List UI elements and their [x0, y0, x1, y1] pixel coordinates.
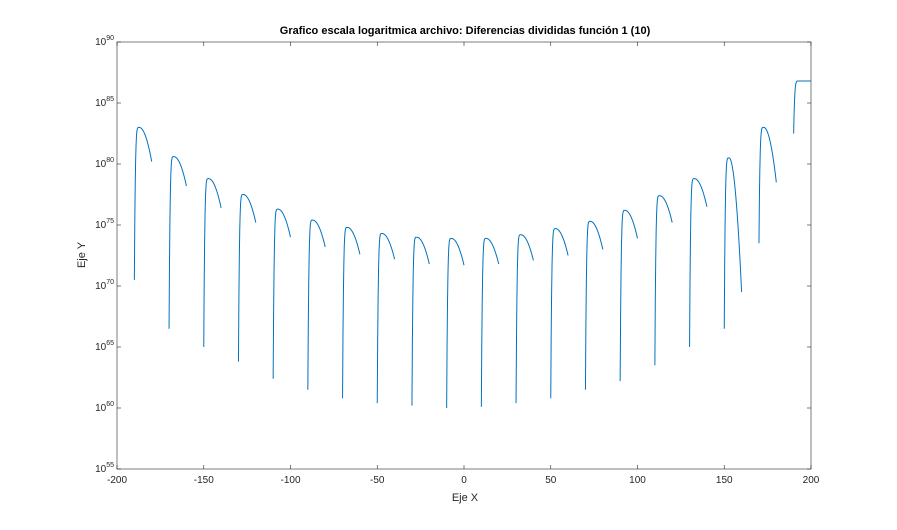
x-tick-label: -200 — [107, 475, 127, 486]
y-tick-label: 1075 — [95, 218, 114, 231]
series-line-segment — [446, 237, 465, 409]
y-tick-label-exponent: 75 — [106, 218, 114, 225]
series-line-segment — [203, 178, 222, 348]
y-tick-label-exponent: 70 — [106, 279, 114, 286]
y-tick-label-base: 10 — [95, 98, 107, 109]
plot-area: -200 -150 -100 -50 0 50 100 150 2001055106010651… — [95, 35, 820, 486]
y-tick-label-exponent: 90 — [106, 35, 114, 42]
y-tick-label-base: 10 — [95, 464, 107, 475]
series-line-segment — [307, 219, 326, 390]
y-tick-label-base: 10 — [95, 159, 107, 170]
series-line-segment — [133, 126, 153, 280]
x-tick-label: -150 — [194, 475, 214, 486]
y-tick-label: 1065 — [95, 340, 114, 353]
series-line-segment — [168, 156, 187, 329]
plot-frame — [116, 41, 812, 470]
y-tick-label-base: 10 — [95, 37, 107, 48]
series-line-segment — [619, 209, 638, 382]
y-tick-label: 1090 — [95, 35, 114, 48]
series-line-segment — [272, 208, 291, 379]
x-tick-label: 0 — [461, 475, 467, 486]
chart-title: Grafico escala logaritmica archivo: Dife… — [280, 25, 651, 37]
series-line-segment — [758, 126, 777, 244]
series-line-segment — [689, 178, 708, 348]
series-line-segment — [376, 233, 396, 404]
y-tick-label-exponent: 65 — [106, 340, 114, 347]
x-tick-label: 150 — [716, 475, 733, 486]
series-line-segment — [584, 220, 604, 390]
y-tick-label-base: 10 — [95, 403, 107, 414]
y-tick-label-exponent: 55 — [106, 462, 114, 469]
series-line-segment — [793, 80, 811, 134]
series-line-segment — [342, 226, 361, 399]
y-tick-label-exponent: 60 — [106, 401, 114, 408]
series-line-segment — [654, 195, 673, 366]
x-tick-label: -50 — [370, 475, 385, 486]
y-tick-label-base: 10 — [95, 220, 107, 231]
series-line-segment — [237, 194, 257, 362]
x-tick-label: 200 — [803, 475, 820, 486]
y-tick-label-base: 10 — [95, 342, 107, 353]
y-axis-label: Eje Y — [76, 241, 88, 268]
y-tick-label-base: 10 — [95, 281, 107, 292]
x-tick-label: -100 — [280, 475, 300, 486]
y-tick-label-exponent: 85 — [106, 96, 114, 103]
series-line-segment — [480, 237, 500, 407]
y-tick-label: 1080 — [95, 157, 114, 170]
y-tick-label: 1070 — [95, 279, 114, 292]
series-line-segment — [723, 157, 743, 329]
series-line-segment — [515, 234, 534, 404]
y-tick-label: 1060 — [95, 401, 114, 414]
x-axis-label: Eje X — [452, 492, 479, 504]
x-tick-label: 50 — [545, 475, 557, 486]
series-line-segment — [550, 228, 569, 399]
series-line-segment — [411, 236, 430, 406]
y-tick-label: 1055 — [95, 462, 114, 475]
y-tick-label-exponent: 80 — [106, 157, 114, 164]
y-tick-label: 1085 — [95, 96, 114, 109]
x-tick-label: 100 — [629, 475, 646, 486]
